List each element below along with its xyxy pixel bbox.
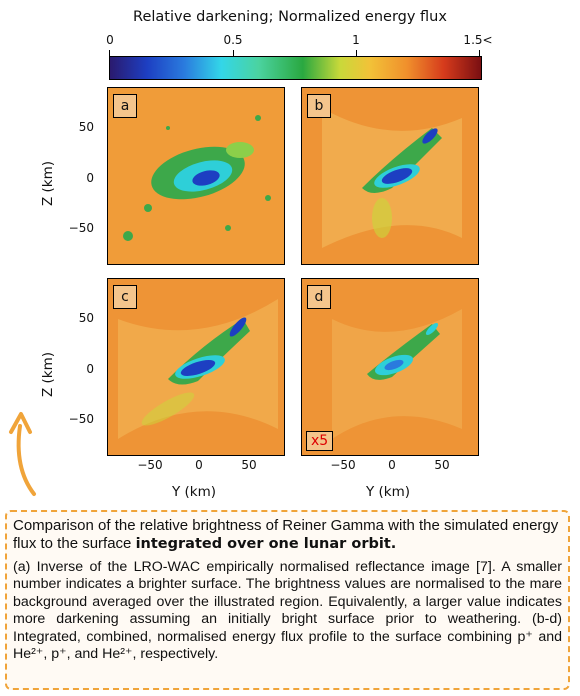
- panel-d: d x5: [301, 278, 479, 456]
- xlabel-left: Y (km): [172, 484, 217, 500]
- colorbar-tick-1: 0.5: [223, 33, 243, 47]
- colorbar-title: Relative darkening; Normalized energy fl…: [133, 9, 447, 25]
- panel-a-label: a: [113, 94, 137, 118]
- panel-d-map: [302, 279, 478, 455]
- panel-c-label: c: [113, 285, 137, 309]
- panel-b: b: [301, 87, 479, 265]
- panel-c: c: [107, 278, 285, 456]
- caption-heading-text: Comparison of the relative brightness of…: [13, 517, 559, 552]
- panel-b-map: [302, 88, 478, 264]
- caption-box: Comparison of the relative brightness of…: [5, 510, 570, 690]
- ytick-top-m50: −50: [68, 221, 94, 235]
- panel-c-map: [108, 279, 284, 455]
- ytick-top-50: 50: [78, 120, 94, 134]
- ytick-bottom-0: 0: [86, 362, 94, 376]
- curved-arrow-icon: [9, 412, 36, 496]
- panel-a: a: [107, 87, 285, 265]
- xtick-left-50: 50: [241, 458, 257, 472]
- ytick-bottom-m50: −50: [68, 412, 94, 426]
- xtick-right-m50: −50: [330, 458, 356, 472]
- ylabel-bottom: Z (km): [40, 351, 56, 397]
- colorbar-tick-3: 1.5<: [463, 33, 493, 47]
- xtick-left-m50: −50: [137, 458, 163, 472]
- scale-note: x5: [306, 431, 334, 451]
- ylabel-top: Z (km): [40, 160, 56, 206]
- panel-d-label: d: [307, 285, 331, 309]
- panel-a-map: [108, 88, 284, 264]
- colorbar-tick-2: 1: [352, 33, 360, 47]
- xlabel-right: Y (km): [366, 484, 411, 500]
- xtick-right-50: 50: [434, 458, 450, 472]
- ytick-bottom-50: 50: [78, 311, 94, 325]
- colorbar: [109, 56, 482, 80]
- panel-b-label: b: [307, 94, 331, 118]
- ytick-top-0: 0: [86, 171, 94, 185]
- caption-heading-bold: integrated over one lunar orbit.: [135, 536, 397, 552]
- caption-body: (a) Inverse of the LRO-WAC empirically n…: [13, 559, 562, 663]
- caption-heading: Comparison of the relative brightness of…: [13, 517, 562, 553]
- xtick-left-0: 0: [195, 458, 203, 472]
- xtick-right-0: 0: [388, 458, 396, 472]
- colorbar-tick-0: 0: [106, 33, 114, 47]
